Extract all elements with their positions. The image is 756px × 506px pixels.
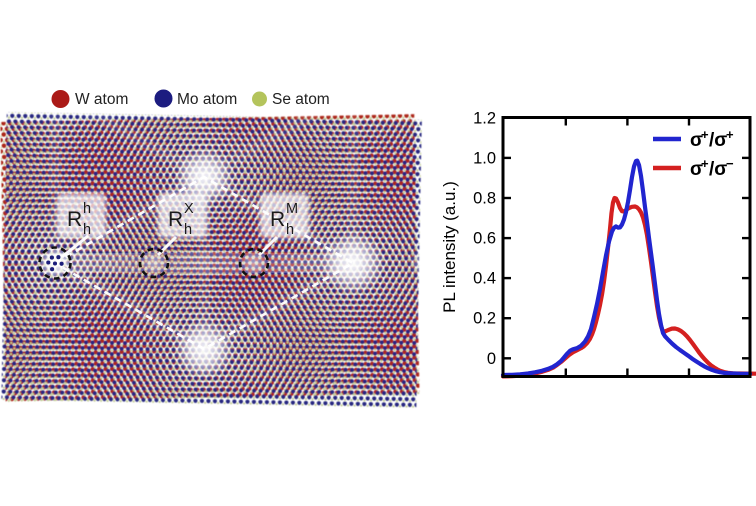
svg-text:−: −	[726, 156, 734, 171]
svg-text:h: h	[184, 222, 192, 238]
svg-text:h: h	[83, 201, 91, 217]
svg-text:+: +	[701, 156, 709, 171]
svg-text:0.2: 0.2	[473, 310, 496, 328]
svg-text:/σ: /σ	[709, 159, 727, 180]
svg-text:0.8: 0.8	[473, 190, 496, 208]
svg-text:R: R	[270, 208, 285, 231]
svg-text:1.0: 1.0	[473, 149, 496, 167]
svg-text:/σ: /σ	[709, 130, 727, 151]
svg-text:PL intensity (a.u.): PL intensity (a.u.)	[440, 181, 459, 313]
svg-text:W atom: W atom	[75, 91, 128, 108]
svg-text:σ: σ	[690, 130, 703, 151]
svg-text:X: X	[184, 201, 194, 217]
svg-text:+: +	[726, 127, 734, 142]
svg-text:h: h	[83, 222, 91, 238]
svg-text:Mo atom: Mo atom	[177, 91, 237, 108]
svg-text:0.4: 0.4	[473, 270, 496, 288]
svg-text:h: h	[286, 222, 294, 238]
svg-text:M: M	[286, 201, 298, 217]
svg-text:σ: σ	[690, 159, 703, 180]
svg-text:+: +	[701, 127, 709, 142]
svg-text:R: R	[67, 208, 82, 231]
svg-text:0: 0	[487, 350, 496, 368]
svg-text:1.2: 1.2	[473, 109, 496, 127]
svg-text:R: R	[168, 208, 183, 231]
svg-text:Se atom: Se atom	[272, 91, 330, 108]
svg-text:0.6: 0.6	[473, 230, 496, 248]
